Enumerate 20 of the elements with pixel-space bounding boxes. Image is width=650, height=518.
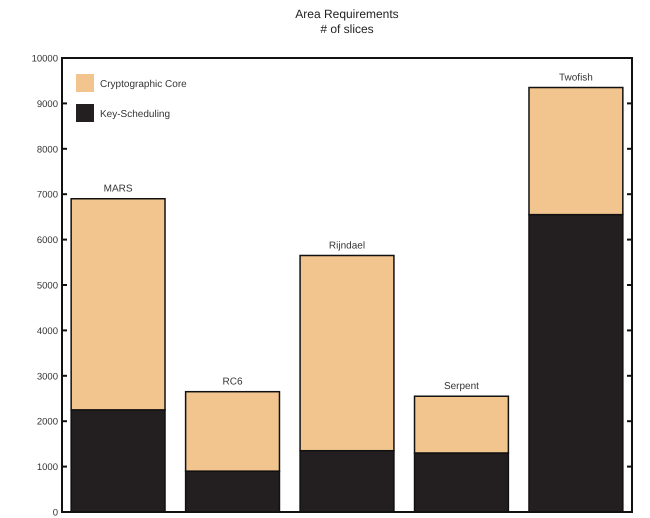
chart-subtitle: # of slices — [320, 22, 374, 36]
y-tick-label: 8000 — [36, 144, 58, 156]
y-tick-label: 5000 — [36, 280, 58, 292]
y-tick-label: 6000 — [36, 235, 58, 246]
y-tick-label: 10000 — [32, 54, 58, 64]
y-tick-label: 0 — [52, 508, 58, 518]
y-tick-label: 2000 — [36, 416, 58, 428]
x-tick-label: MARS — [104, 184, 133, 195]
x-tick-label: RC6 — [222, 376, 243, 388]
y-tick-label: 1000 — [36, 462, 58, 474]
y-tick-label: 4000 — [36, 326, 58, 337]
x-tick-label: Twofish — [558, 72, 593, 84]
legend-label: Cryptographic Core — [100, 79, 188, 90]
y-tick-label: 7000 — [36, 190, 58, 201]
legend-label: Key-Scheduling — [100, 109, 170, 120]
x-tick-label: Rijndael — [328, 240, 366, 252]
x-tick-label: Serpent — [444, 381, 480, 392]
chart-title: Area Requirements — [295, 7, 399, 21]
y-tick-label: 3000 — [36, 371, 58, 382]
y-tick-label: 9000 — [36, 98, 58, 110]
